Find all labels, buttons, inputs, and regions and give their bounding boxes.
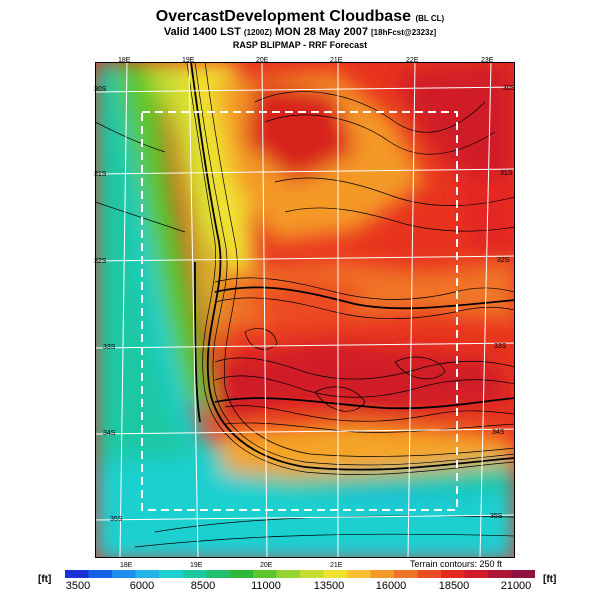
colorbar-swatch (277, 570, 301, 578)
colorbar-swatch (488, 570, 512, 578)
valid-forecast: [18hFcst@2323z] (371, 28, 436, 37)
lon-label-top-23e: 23E (481, 57, 493, 65)
lat-label-right-33s: 33S (494, 343, 506, 351)
chart-title: OvercastDevelopment Cloudbase (BL CL) (0, 8, 600, 26)
colorbar-label-16000: 16000 (361, 580, 421, 592)
lon-label-bottom-20e: 20E (260, 562, 272, 570)
colorbar-label-13500: 13500 (299, 580, 359, 592)
colorbar-label-3500: 3500 (48, 580, 108, 592)
lon-label-top-20e: 20E (256, 57, 268, 65)
colorbar-swatch (89, 570, 113, 578)
lon-label-bottom-21e: 21E (330, 562, 342, 570)
valid-time: Valid 1400 LST (1200Z) MON 28 May 2007 [… (0, 26, 600, 38)
lat-label-left-35s: 35S (110, 516, 122, 524)
colorbar-swatch (512, 570, 536, 578)
lat-label-right-34s: 34S (492, 429, 504, 437)
valid-date: MON 28 May 2007 (275, 26, 368, 38)
colorbar-label-6000: 6000 (112, 580, 172, 592)
cloudbase-color-field (95, 62, 515, 558)
lat-label-left-33s: 33S (103, 344, 115, 352)
colorbar-label-11000: 11000 (236, 580, 296, 592)
colorbar-swatch (324, 570, 348, 578)
colorbar-swatch (441, 570, 465, 578)
colorbar-swatch (465, 570, 489, 578)
colorbar-swatch (183, 570, 207, 578)
lon-label-top-21e: 21E (330, 57, 342, 65)
colorbar-swatch (206, 570, 230, 578)
lon-label-top-22e: 22E (406, 57, 418, 65)
lon-label-top-18e: 18E (118, 57, 130, 65)
valid-prefix: Valid 1400 LST (164, 26, 241, 38)
colorbar-swatch (230, 570, 254, 578)
colorbar-swatch (418, 570, 442, 578)
colorbar-swatch (394, 570, 418, 578)
colorbar (65, 570, 535, 578)
lat-label-left-34s: 34S (103, 430, 115, 438)
title-main: OvercastDevelopment Cloudbase (156, 8, 411, 25)
colorbar-swatch (300, 570, 324, 578)
colorbar-swatch (347, 570, 371, 578)
model-name: RASP BLIPMAP - RRF Forecast (0, 40, 600, 50)
lat-label-right-31s: 31S (500, 170, 512, 178)
lat-label-right-35s: 35S (490, 513, 502, 521)
colorbar-swatch (136, 570, 160, 578)
colorbar-label-18500: 18500 (424, 580, 484, 592)
terrain-contour-note: Terrain contours: 250 ft (410, 559, 502, 569)
forecast-map (95, 62, 515, 558)
lat-label-right-30s: 30S (503, 85, 515, 93)
colorbar-swatch (159, 570, 183, 578)
title-suffix: (BL CL) (415, 14, 444, 23)
lon-label-bottom-19e: 19E (190, 562, 202, 570)
colorbar-swatch (112, 570, 136, 578)
lat-label-left-30s: 30S (94, 86, 106, 94)
colorbar-label-21000: 21000 (486, 580, 546, 592)
lat-label-left-31s: 31S (94, 171, 106, 179)
colorbar-swatch (371, 570, 395, 578)
lon-label-top-19e: 19E (182, 57, 194, 65)
lat-label-right-32s: 32S (497, 257, 509, 265)
lat-label-left-32s: 32S (94, 258, 106, 266)
colorbar-swatch (65, 570, 89, 578)
colorbar-swatch (253, 570, 277, 578)
colorbar-label-8500: 8500 (173, 580, 233, 592)
valid-utc: (1200Z) (244, 28, 272, 37)
lon-label-bottom-18e: 18E (120, 562, 132, 570)
